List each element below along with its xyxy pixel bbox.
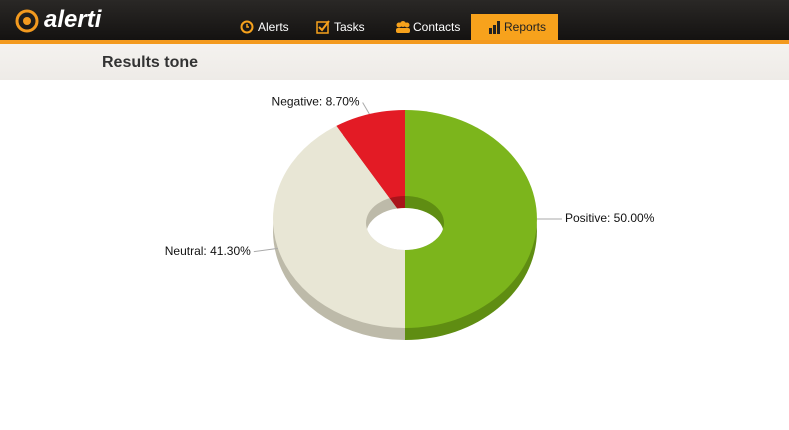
slice (336, 110, 405, 219)
logo-text: alerti (44, 6, 102, 33)
logo-icon (15, 9, 39, 33)
top-bar: alerti Alerts Tasks Contacts Reports (0, 0, 789, 44)
icon (396, 21, 410, 33)
slice (273, 125, 405, 328)
nav-alerts[interactable]: Alerts (240, 14, 310, 40)
leader-line (362, 102, 370, 115)
nav-label: Reports (504, 20, 547, 34)
icon (489, 21, 500, 34)
slice (405, 110, 537, 328)
logo[interactable]: alerti (14, 6, 101, 36)
nav-tasks[interactable]: Tasks (316, 14, 376, 40)
section-title: Results tone (102, 54, 199, 71)
nav-contacts[interactable]: Contacts (395, 14, 465, 40)
nav-label: Contacts (413, 20, 461, 34)
nav-label: Alerts (258, 20, 289, 34)
data-label: Positive: 50.00% (565, 211, 655, 225)
data-label: Negative: 8.70% (272, 95, 360, 109)
leader-line (253, 247, 278, 253)
nav-label: Tasks (334, 20, 365, 34)
chart: Positive: 50.00% Neutral: 41.30% Negative:… (165, 95, 655, 340)
icon (240, 20, 254, 34)
icon (316, 20, 330, 34)
nav-reports[interactable]: Reports (471, 14, 558, 40)
data-label: Neutral: 41.30% (165, 244, 251, 258)
section-header: Results tone (0, 44, 789, 80)
